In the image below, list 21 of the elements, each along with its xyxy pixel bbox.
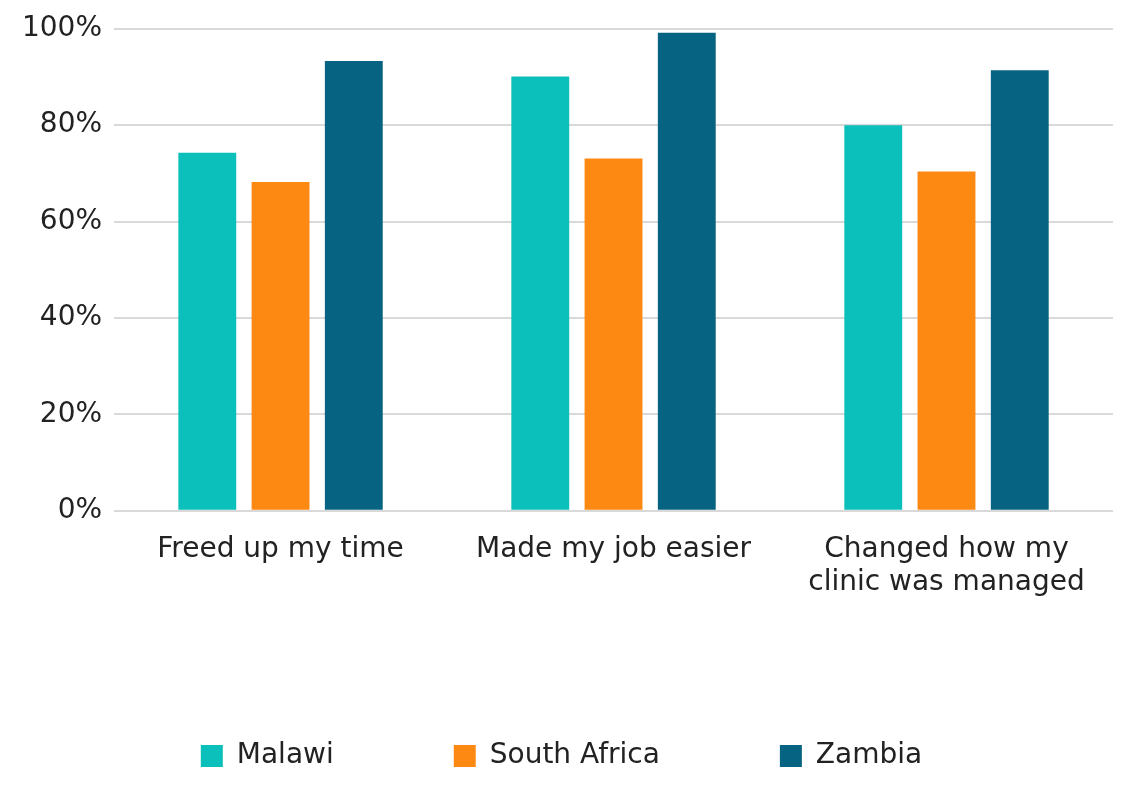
y-tick-label: 80% [39, 106, 103, 140]
x-tick-label: Made my job easier [476, 530, 752, 564]
y-tick-label: 60% [39, 202, 103, 236]
bar [917, 171, 976, 510]
bar [324, 61, 383, 510]
legend-label: Zambia [815, 737, 923, 771]
x-tick-label: Freed up my time [157, 530, 404, 564]
legend-label: South Africa [489, 737, 660, 771]
y-tick-label: 20% [39, 395, 103, 429]
x-tick-label: Changed how my clinic was managed [808, 530, 1085, 598]
y-tick-label: 0% [57, 492, 103, 526]
bar [511, 76, 570, 510]
bar [584, 158, 643, 510]
y-tick-label: 40% [39, 299, 103, 333]
bar [844, 125, 903, 510]
bar [251, 182, 310, 510]
bar [657, 32, 716, 510]
bar [178, 152, 237, 510]
legend-label: Malawi [236, 737, 334, 771]
bar [990, 70, 1049, 510]
y-tick-label: 100% [21, 10, 103, 44]
